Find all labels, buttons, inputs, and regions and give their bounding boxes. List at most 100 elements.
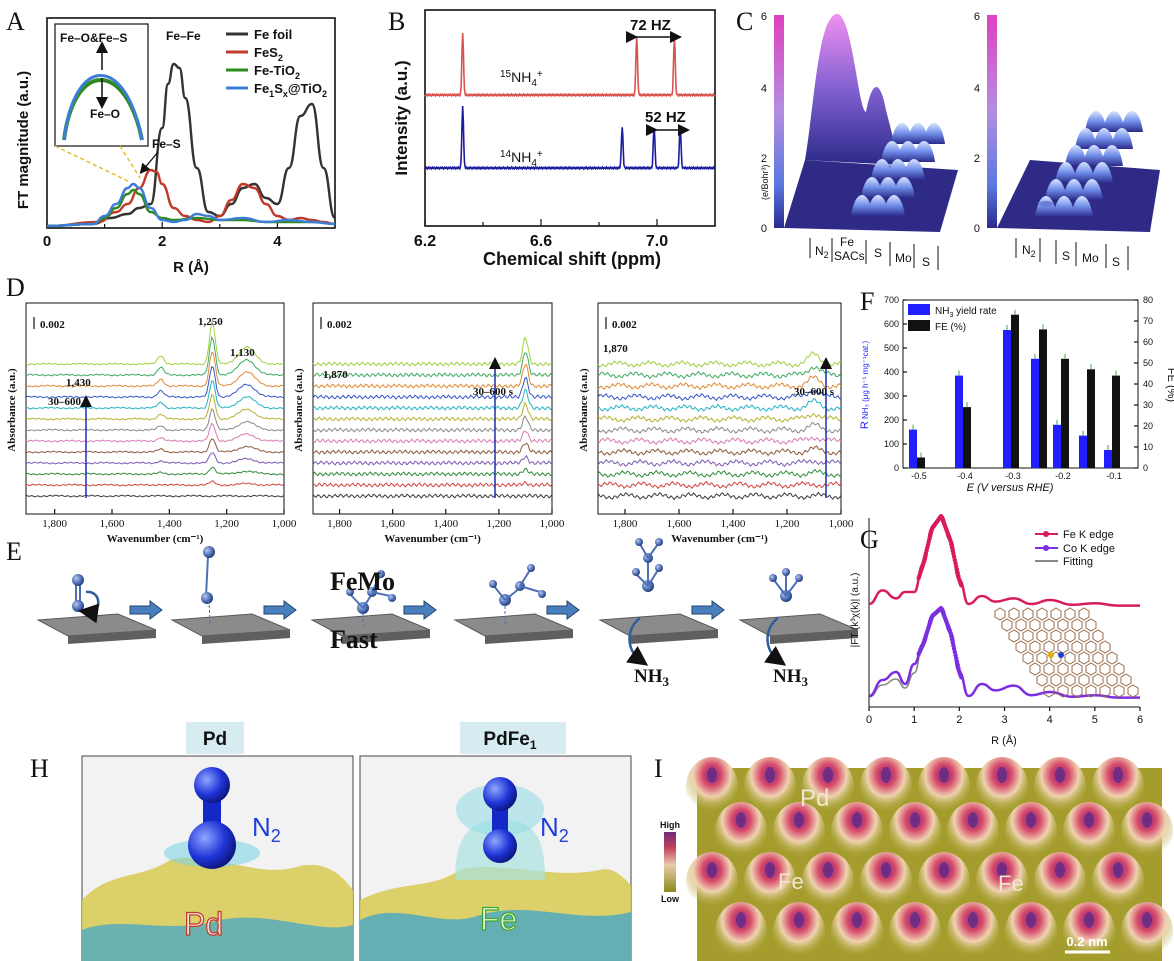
- panel-g-line-1: [868, 606, 1140, 699]
- panel-g-hex: [1050, 673, 1062, 687]
- panel-c: C 6 4 2 0 (e/Bohr³) N2 Fe SACs S Mo S 6 …: [736, 7, 1160, 270]
- panel-i-peak-tip: [968, 912, 978, 928]
- panel-d-trace: [312, 480, 553, 488]
- panel-f-bar-fe: [963, 407, 971, 468]
- panel-f-xtick-label: -0.2: [1055, 471, 1071, 481]
- panel-f-ytick-left-label: 0: [894, 463, 899, 473]
- panel-c-left-bumps: [851, 123, 945, 216]
- panel-g-hex: [1043, 662, 1055, 676]
- panel-d-scale: 0.002: [612, 319, 637, 331]
- panel-g-hex: [1029, 618, 1041, 632]
- panel-e-slab-edge: [770, 630, 858, 644]
- panel-e-bond: [635, 573, 649, 587]
- panel-d-subplots: 1,800 1,600 1,400 1,200 1,000 Wavenumber (cm⁻…: [6, 302, 854, 545]
- panel-a-legend: Fe foil FeS2 Fe-TiO2 Fe1Sx@TiO2: [226, 27, 327, 99]
- panel-f-bar-nh3: [955, 375, 963, 468]
- panel-a-xtick-label: 0: [43, 233, 51, 250]
- panel-d-scale: 0.002: [40, 319, 65, 331]
- panel-i-peak-tip: [997, 767, 1007, 783]
- panel-h-right-fe: Fe: [480, 901, 517, 937]
- panel-g-hex: [1036, 607, 1048, 621]
- panel-e-step-arrow: [129, 600, 163, 620]
- panel-a-inset-guide-1: [119, 145, 141, 179]
- panel-i-peak-tip: [939, 767, 949, 783]
- panel-g-hex: [1106, 673, 1118, 687]
- panel-a-xlabel: R (Å): [173, 259, 209, 276]
- panel-i-peak: [889, 802, 941, 862]
- panel-c-colorbar-right: [987, 15, 997, 228]
- panel-d-trace: [312, 454, 553, 466]
- panel-g-hex: [994, 607, 1006, 621]
- panel-d-trace: [597, 422, 842, 435]
- panel-i-peak-tip: [1113, 767, 1123, 783]
- legend-g-co: Co K edge: [1063, 543, 1115, 555]
- panel-c-right-bump: [1111, 128, 1133, 149]
- panel-h-right-n2: N2: [540, 812, 569, 846]
- panel-e-bond: [519, 569, 531, 587]
- panel-h-title-box-left: [186, 722, 244, 754]
- panel-i-pd: Pd: [800, 785, 829, 812]
- panel-b-annot-52hz: 52 HZ: [645, 109, 686, 126]
- panel-d-annotation: 1,870: [603, 343, 628, 355]
- panel-a-line-3: [46, 182, 336, 228]
- panel-c-right-bump: [1073, 162, 1095, 183]
- panel-d-time-label: 30–600 s: [48, 396, 89, 408]
- panel-g-hex: [1078, 651, 1090, 665]
- panel-g-hex: [1113, 684, 1125, 698]
- panel-f-ytick-left-label: 300: [884, 391, 899, 401]
- panel-e-atom: [795, 574, 803, 582]
- panel-g-co-atom: [1058, 652, 1064, 658]
- panel-d-xtick-label: 1,600: [380, 518, 405, 530]
- panel-e-atom: [72, 574, 84, 586]
- panel-e-atom: [201, 592, 213, 604]
- panel-d-trace: [597, 480, 842, 490]
- panel-g-hex: [1057, 684, 1069, 698]
- panel-f-ytick-right-label: 60: [1143, 337, 1153, 347]
- panel-a-ticks: 0 2 4: [43, 222, 282, 250]
- panel-d-trace: [25, 438, 285, 454]
- panel-c-right-s2: S: [1112, 255, 1120, 269]
- panel-h-right-surface-blue: [360, 910, 631, 961]
- panel-g-hex: [1015, 618, 1027, 632]
- panel-e-step-arrow: [546, 600, 580, 620]
- panel-e-step-arrow: [263, 600, 297, 620]
- panel-h: H Pd PdFe1 N2 Pd N2 Fe: [30, 722, 632, 961]
- panel-g-hex: [1113, 662, 1125, 676]
- panel-e-slab-edge: [630, 630, 718, 644]
- panel-f-bar-fe: [1061, 358, 1069, 468]
- panel-d-xtick-label: 1,600: [100, 518, 125, 530]
- panel-e-dash: [208, 599, 211, 625]
- panel-b-series: [424, 32, 716, 171]
- panel-c-left-fe: Fe: [840, 235, 854, 249]
- panel-g-xtick-label: 0: [866, 714, 872, 726]
- panel-f-ytick-right-label: 40: [1143, 379, 1153, 389]
- panel-g-hex: [1022, 607, 1034, 621]
- panel-c-cb-label: (e/Bohr³): [760, 164, 770, 200]
- panel-i-peak-tip: [852, 812, 862, 828]
- panel-e-bond: [371, 591, 391, 597]
- panel-g-hex: [1071, 662, 1083, 676]
- panel-g-hex: [1078, 607, 1090, 621]
- panel-b-label-15nh4: 15NH4+: [500, 69, 543, 89]
- panel-g-hex: [1085, 640, 1097, 654]
- panel-c-right-bump: [1065, 145, 1087, 166]
- panel-i-peak-tip: [765, 767, 775, 783]
- panel-i-peak-tip: [910, 812, 920, 828]
- panel-d-xtick-label: 1,400: [721, 518, 746, 530]
- panel-c-right-bump: [1103, 111, 1125, 132]
- panel-d-trace: [25, 335, 285, 377]
- panel-i-peak: [802, 757, 854, 817]
- panel-a-xtick-label: 4: [273, 233, 282, 250]
- panel-h-left-surface-blue: [82, 917, 353, 961]
- panel-d-annotation: 1,130: [230, 347, 255, 359]
- panel-e-atom: [782, 568, 790, 576]
- panel-c-left-s2: S: [922, 255, 930, 269]
- panel-i-peak: [947, 902, 999, 961]
- panel-f-ytick-right-label: 0: [1143, 463, 1148, 473]
- panel-g-hex: [1022, 629, 1034, 643]
- panel-i-peak-tip: [823, 862, 833, 878]
- panel-c-left-bump: [851, 195, 873, 216]
- panel-e-femo: FeMo: [330, 567, 395, 596]
- panel-c-left-bump: [861, 177, 883, 198]
